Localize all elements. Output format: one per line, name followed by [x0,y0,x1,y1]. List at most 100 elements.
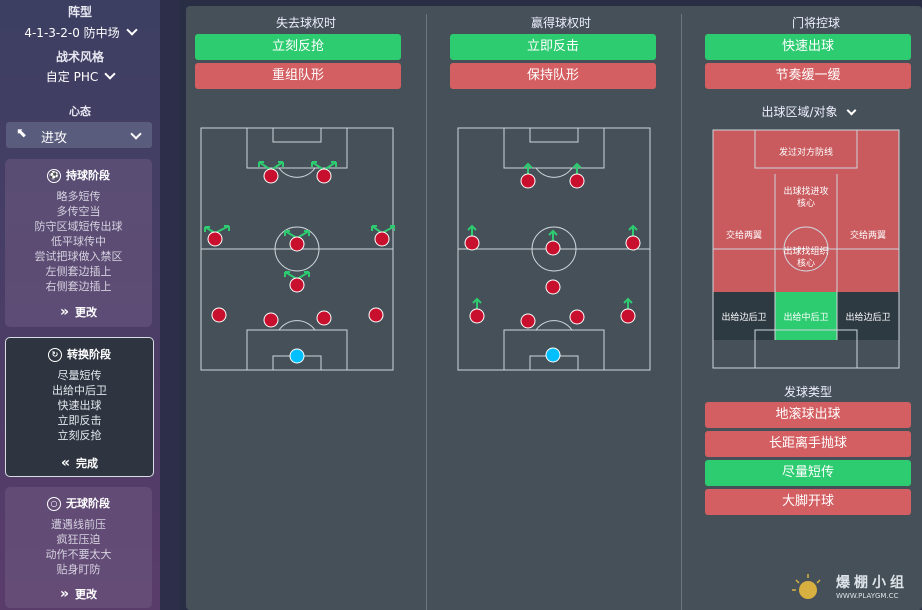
long-throw-option[interactable]: 长距离手抛球 [705,431,911,457]
style-select[interactable]: 自定 PHC [0,68,160,85]
movement-arrow-icon [270,161,284,171]
zone-right-fullback[interactable] [837,292,899,340]
player-marker [545,240,561,256]
player-marker [316,310,332,326]
attack-arrow-icon: ⬉ [16,126,27,141]
football-icon: ⚽ [47,169,61,183]
long-kick-option[interactable]: 大脚开球 [705,489,911,515]
movement-arrow-icon [214,225,230,234]
player-marker [569,309,585,325]
roll-out-option[interactable]: 地滚球出球 [705,402,911,428]
done-button-label: 完成 [76,457,99,470]
zone-label-left-flank: 交给两翼 [726,229,762,241]
watermark-url: WWW.PLAYGM.CC [836,592,899,600]
chevron-down-icon [125,24,138,36]
win-possession-column: 赢得球权时 立即反击 保持队形 [441,6,681,610]
player-marker [368,307,384,323]
no-ball-icon: ○ [47,497,61,511]
zone-label-left-fullback: 出给边后卫 [721,311,766,323]
watermark-logo-icon [792,574,821,599]
done-button[interactable]: « 完成 [6,455,153,471]
short-pass-option[interactable]: 尽量短传 [705,460,911,486]
distribution-select[interactable]: 出球区域/对象 [705,103,911,120]
player-marker [520,173,536,189]
column-title: 失去球权时 [275,16,336,30]
transition-icon: ↻ [48,348,62,362]
formation-select[interactable]: 4-1-3-2-0 防中场 [0,24,160,41]
column-divider [426,14,427,610]
mentality-label: 心态 [69,105,91,118]
instruction-item: 略多短传 [56,190,101,203]
column-divider [681,14,682,610]
zone-over-defence-right[interactable] [837,130,899,174]
instruction-item: 出给中后卫 [52,384,107,397]
phase-out-of-possession[interactable]: ○ 无球阶段 遭遇线前压 疯狂压迫 动作不要太大 贴身盯防 » 更改 [5,487,152,608]
movement-arrow-icon [467,224,477,236]
chevron-down-icon [104,68,116,80]
phase-instructions: 尽量短传 出给中后卫 快速出球 立即反击 立刻反抢 [6,368,153,443]
instruction-item: 遭遇线前压 [51,518,106,531]
phase-title: 无球阶段 [66,497,110,510]
change-button[interactable]: » 更改 [5,586,152,602]
player-marker [263,168,279,184]
distribute-quickly-option[interactable]: 快速出球 [705,34,911,60]
player-marker [289,236,305,252]
sidebar-gap [160,0,180,610]
zone-over-defence[interactable] [713,130,839,174]
counter-attack-option[interactable]: 立即反击 [450,34,656,60]
pitch-diagram [199,126,395,372]
movement-arrow-icon [258,161,272,171]
instruction-item: 贴身盯防 [56,563,101,576]
formation-label: 阵型 [67,5,92,19]
instruction-item: 右侧套边插上 [45,280,112,293]
chevron-down-icon [130,128,142,140]
pitch-diagram [456,126,652,372]
zone-left-fullback[interactable] [713,292,775,340]
player-marker [464,235,480,251]
zone-centre-backs[interactable] [775,292,837,340]
movement-arrow-icon [311,161,325,171]
watermark: 爆棚小组 WWW.PLAYGM.CC [790,570,920,606]
transition-panel: 失去球权时 立刻反抢 重组队形 赢得球权时 立即反击 保持队形 门将控球 快速出… [186,6,922,610]
goalkeeper-column: 门将控球 快速出球 节奏缓一缓 出球区域/对象 [696,6,922,610]
zone-label-playmaker-core-1: 出球找组织 [783,245,828,257]
zone-label-playmaker-core-2: 核心 [797,257,815,269]
player-marker [374,231,390,247]
player-marker [520,313,536,329]
hold-shape-option[interactable]: 保持队形 [450,63,656,89]
instruction-item: 尝试把球做入禁区 [34,250,123,263]
regroup-option[interactable]: 重组队形 [195,63,401,89]
zone-label-attack-core-1: 出球找进攻 [783,185,828,197]
instruction-item: 疯狂压迫 [56,533,101,546]
column-title: 门将控球 [791,16,840,30]
instruction-item: 尽量短传 [57,369,102,382]
zone-label-attack-core-2: 核心 [797,197,815,209]
zone-left-flank[interactable] [713,174,775,292]
counter-press-option[interactable]: 立刻反抢 [195,34,401,60]
phase-transition[interactable]: ↻ 转换阶段 尽量短传 出给中后卫 快速出球 立即反击 立刻反抢 « 完成 [5,337,154,477]
goalkeeper-marker [289,348,305,364]
zone-right-flank[interactable] [837,174,899,292]
goalkeeper-marker [545,347,561,363]
player-marker [316,168,332,184]
phase-instructions: 遭遇线前压 疯狂压迫 动作不要太大 贴身盯防 [5,517,152,577]
zone-attack-core[interactable] [775,174,837,222]
change-button-label: 更改 [75,588,98,601]
zone-label-centre-backs: 出给中后卫 [783,311,828,323]
phase-in-possession[interactable]: ⚽ 持球阶段 略多短传 多传空当 防守区域短传出球 低平球传中 尝试把球做入禁区 … [5,159,152,327]
zone-playmaker-core[interactable] [775,222,837,292]
player-marker [289,277,305,293]
slow-pace-down-option[interactable]: 节奏缓一缓 [705,63,911,89]
mentality-select[interactable]: ⬉ 进攻 [6,122,152,148]
watermark-text: 爆棚小组 [836,575,908,591]
phase-instructions: 略多短传 多传空当 防守区域短传出球 低平球传中 尝试把球做入禁区 左侧套边插上… [5,189,152,294]
player-marker [207,231,223,247]
double-chevron-right-icon: » [59,586,70,602]
instruction-item: 动作不要太大 [45,548,112,561]
distribution-zone-diagram: 发过对方防线 出球找进攻 核心 出球找组织 核心 交给两翼 交给两翼 出给边后卫… [709,126,905,372]
change-button[interactable]: » 更改 [5,304,152,320]
movement-arrow-icon [623,297,633,309]
style-value: 自定 PHC [45,70,99,84]
phase-title: 持球阶段 [66,169,110,182]
lose-possession-column: 失去球权时 立刻反抢 重组队形 [186,6,426,610]
